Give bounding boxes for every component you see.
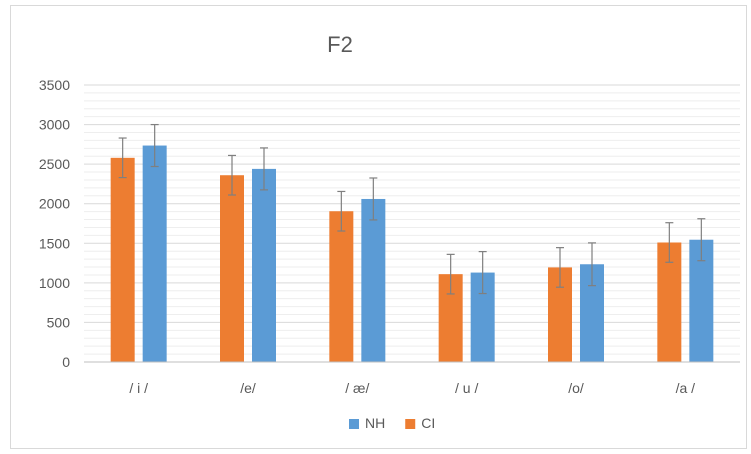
- error-bars: [118, 123, 706, 295]
- x-tick-label: / u /: [455, 380, 478, 396]
- bars: [110, 145, 714, 362]
- y-tick-label: 500: [47, 314, 71, 330]
- y-tick-label: 3000: [39, 117, 70, 133]
- bar-ci: [110, 157, 135, 362]
- x-tick-label: /o/: [568, 380, 584, 396]
- y-tick-label: 0: [62, 354, 70, 370]
- y-tick-label: 2000: [39, 196, 70, 212]
- x-tick-label: / æ/: [345, 380, 369, 396]
- y-tick-label: 1000: [39, 275, 70, 291]
- bar-nh: [361, 198, 386, 362]
- y-tick-label: 3500: [39, 77, 70, 93]
- legend: NH CI: [349, 415, 435, 431]
- legend-swatch-ci: [405, 419, 416, 429]
- gridlines: [84, 84, 740, 355]
- chart-title: F2: [327, 32, 353, 57]
- x-axis: / i / /e/ / æ/ / u / /o/ /a /: [129, 380, 695, 396]
- y-tick-label: 2500: [39, 156, 70, 172]
- bar-nh: [252, 168, 276, 362]
- x-tick-label: / i /: [129, 380, 148, 396]
- y-tick-label: 1500: [39, 235, 70, 251]
- bar-ci: [329, 211, 354, 362]
- y-axis: 0 500 1000 1500 2000 2500 3000 3500: [39, 77, 70, 370]
- legend-label-nh: NH: [365, 415, 385, 431]
- bar-nh: [142, 145, 167, 362]
- legend-label-ci: CI: [421, 415, 435, 431]
- bar-ci: [220, 175, 244, 362]
- legend-swatch-nh: [349, 419, 359, 429]
- x-tick-label: /e/: [240, 380, 256, 396]
- x-tick-label: /a /: [676, 380, 696, 396]
